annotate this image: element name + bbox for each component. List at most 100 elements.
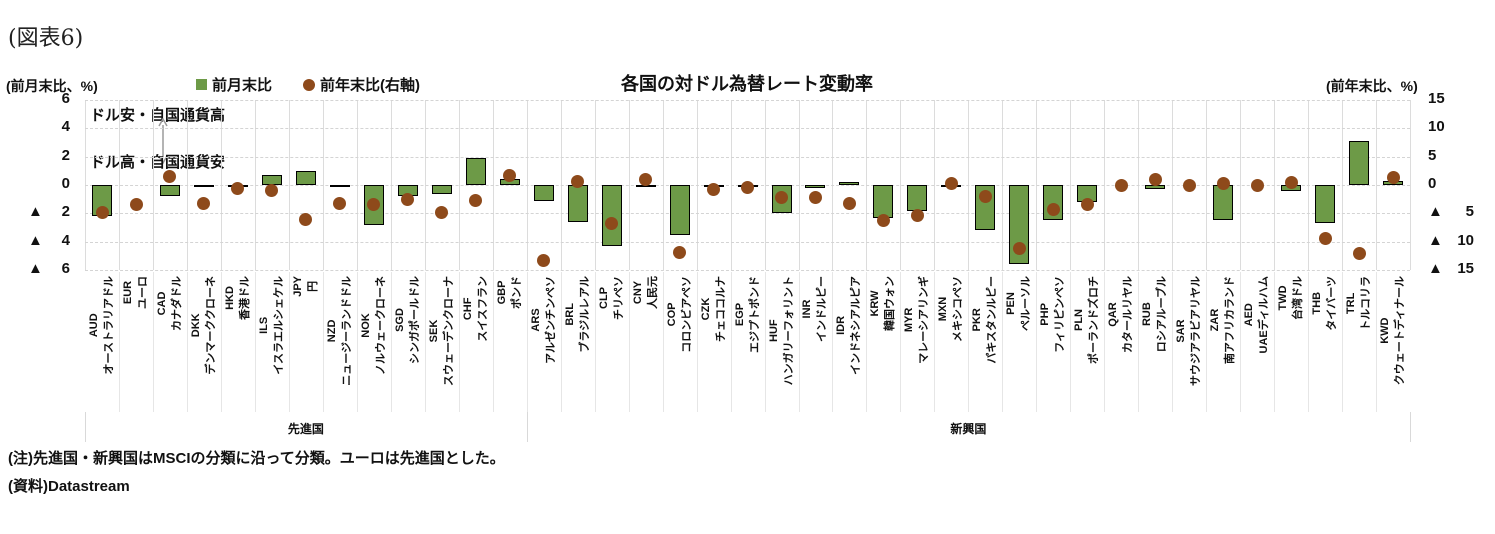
dot-SAR xyxy=(1182,179,1196,193)
label-separator-line xyxy=(254,272,256,412)
dot-TWD xyxy=(1284,175,1298,189)
label-separator-line xyxy=(628,272,630,412)
dot-THB xyxy=(1318,231,1332,245)
right-axis-tick: ▲ 10 xyxy=(1428,231,1474,249)
left-axis-tick: ▲ 4 xyxy=(28,231,70,249)
dot-IDR xyxy=(842,196,856,210)
label-separator-line xyxy=(1376,272,1377,412)
group-divider-line xyxy=(85,412,86,442)
label-separator-line xyxy=(934,272,936,412)
dot-CZK xyxy=(707,183,720,196)
dot-SGD xyxy=(401,193,415,207)
dot-PLN xyxy=(1080,198,1094,212)
dot-ZAR xyxy=(1216,176,1230,190)
dot-JPY xyxy=(299,212,313,226)
dot-NZD xyxy=(333,196,347,210)
label-separator-line xyxy=(1308,272,1310,412)
label-separator-line xyxy=(730,272,732,412)
dot-HUF xyxy=(775,191,788,204)
label-separator-line xyxy=(152,272,154,412)
label-separator-line xyxy=(1206,272,1208,412)
label-separator-line xyxy=(560,272,562,412)
right-axis-tick: 10 xyxy=(1428,118,1445,136)
bar-IDR xyxy=(839,182,860,185)
dot-EUR xyxy=(129,197,143,211)
dot-RUB xyxy=(1148,173,1162,187)
group-divider-line xyxy=(526,412,528,442)
grid-line-h xyxy=(85,128,1410,130)
x-label-NOK: NOK ノルウェークローネ xyxy=(359,276,387,375)
x-label-AUD: AUD オーストラリアドル xyxy=(88,276,115,375)
label-separator-line xyxy=(390,272,392,412)
bar-KRW xyxy=(873,185,894,218)
legend-bar-label: 前月末比 xyxy=(212,77,273,94)
dot-COP xyxy=(673,245,687,259)
right-axis-tick: 5 xyxy=(1428,146,1437,164)
bar-BRL xyxy=(567,185,588,222)
dot-GBP xyxy=(503,169,517,183)
x-label-PLN: PLN ポーランドズロチ xyxy=(1073,276,1101,364)
label-separator-line xyxy=(1240,272,1242,412)
label-separator-line xyxy=(1036,272,1038,412)
dot-EGP xyxy=(741,180,754,194)
label-separator-line xyxy=(526,272,528,412)
bar-DKK xyxy=(193,185,214,187)
label-separator-line xyxy=(1172,272,1174,412)
x-label-ARS: ARS アルゼンチンペソ xyxy=(529,276,557,364)
x-label-EGP: EGP エジプトポンド xyxy=(733,276,761,353)
x-label-IDR: IDR インドネシアルピア xyxy=(835,276,863,375)
label-separator-line xyxy=(186,272,188,412)
x-label-HUF: HUF ハンガリーフォリント xyxy=(767,276,795,386)
label-separator-line xyxy=(968,272,970,412)
right-axis-header: (前年末比、%) xyxy=(1326,78,1418,94)
x-label-GBP: GBP ポンド xyxy=(495,276,523,309)
x-label-CZK: CZK チェココルナ xyxy=(699,276,727,342)
label-separator-line xyxy=(288,272,290,412)
dot-MXN xyxy=(944,177,958,191)
x-label-KRW: KRW 韓国ウォン xyxy=(869,276,897,331)
x-label-DKK: DKK デンマーククローネ xyxy=(189,276,217,375)
dot-QAR xyxy=(1114,179,1128,193)
annotation-dollar-weak: ドル安・自国通貨高 xyxy=(90,107,226,124)
dot-PKR xyxy=(978,190,992,204)
dot-PHP xyxy=(1046,202,1060,216)
right-axis-tick: 15 xyxy=(1428,90,1445,107)
grid-line-h xyxy=(85,156,1410,158)
grid-line-h xyxy=(85,270,1410,271)
dot-MYR xyxy=(910,208,924,222)
bar-COP xyxy=(669,185,690,235)
dot-SEK xyxy=(435,206,449,220)
right-axis-tick: ▲ 5 xyxy=(1428,203,1474,221)
dot-HKD xyxy=(231,181,245,195)
label-separator-line xyxy=(1002,272,1004,412)
label-separator-line xyxy=(1274,272,1276,412)
dot-CNY xyxy=(639,172,653,186)
left-axis-tick: ▲ 2 xyxy=(28,203,70,221)
x-label-TWD: TWD 台湾ドル xyxy=(1277,276,1305,320)
x-label-PHP: PHP フィリピンペソ xyxy=(1039,276,1067,353)
bar-NZD xyxy=(329,185,350,187)
grid-line-h xyxy=(85,213,1410,215)
figure-label: (図表6) xyxy=(8,26,84,51)
label-separator-line xyxy=(594,272,596,412)
label-separator-line xyxy=(662,272,664,412)
right-axis-tick: 0 xyxy=(1428,175,1437,192)
label-separator-line xyxy=(696,272,698,412)
left-axis-tick: 6 xyxy=(61,90,70,107)
group-divider-line xyxy=(1410,412,1411,442)
grid-line-v xyxy=(1410,100,1411,270)
left-axis-tick: 2 xyxy=(61,146,70,164)
x-label-ZAR: ZAR 南アフリカランド xyxy=(1209,276,1237,364)
bar-TRL xyxy=(1349,141,1369,185)
x-label-TRL: TRL トルコリラ xyxy=(1345,276,1372,331)
bar-MYR xyxy=(907,185,928,211)
bar-JPY xyxy=(295,170,316,185)
legend-item-ytd: 前年末比(右軸) xyxy=(303,74,420,95)
label-separator-line xyxy=(900,272,902,412)
dot-CAD xyxy=(163,170,177,183)
dot-ARS xyxy=(537,253,551,267)
dot-INR xyxy=(808,191,822,204)
x-label-BRL: BRL ブラジルレアル xyxy=(563,276,591,353)
left-axis-tick: 4 xyxy=(61,118,70,136)
dot-BRL xyxy=(571,175,585,189)
